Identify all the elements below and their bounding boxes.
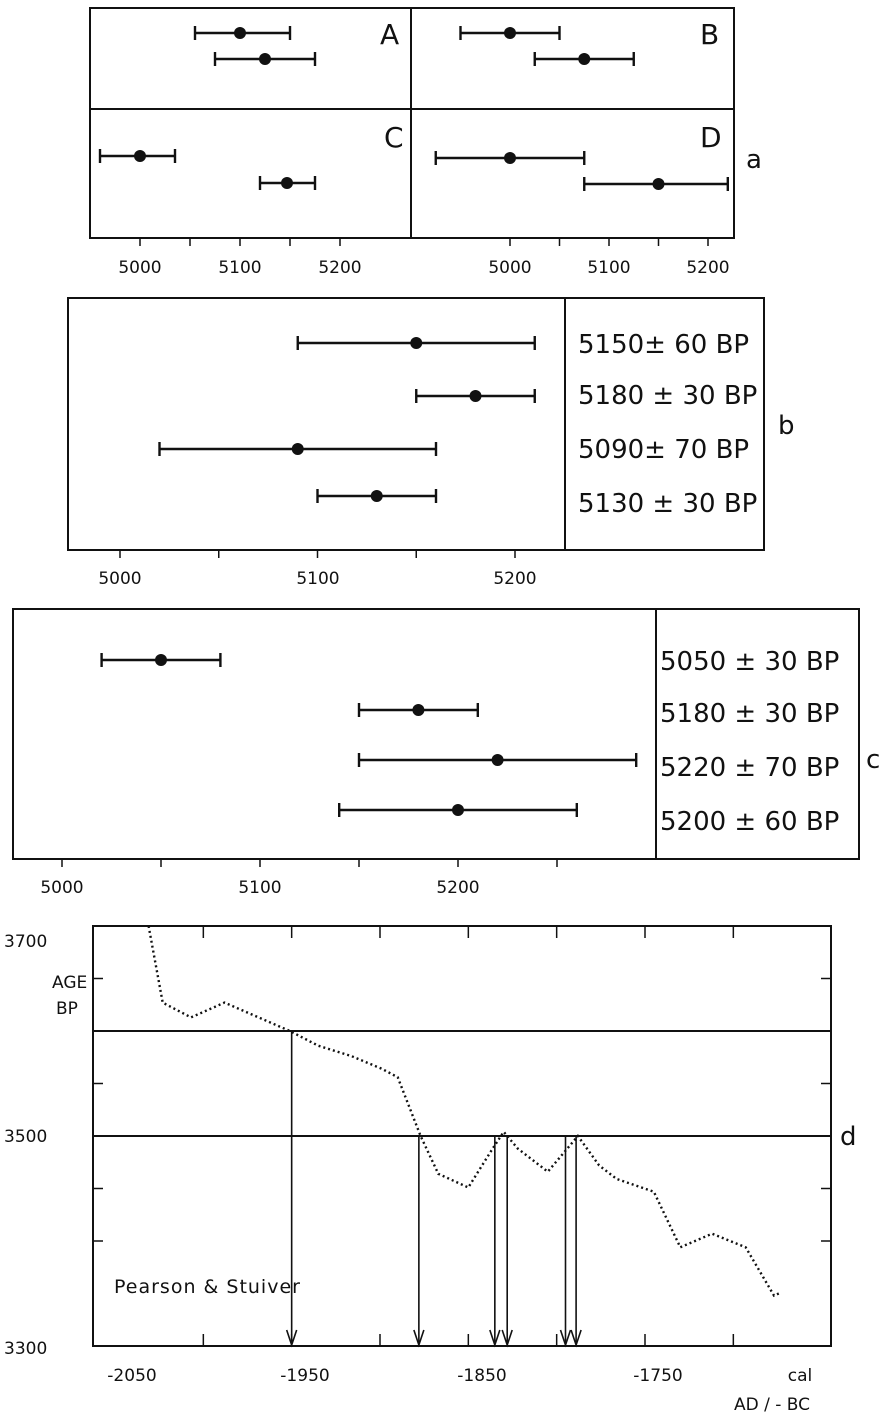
panel-d-arrow-2-head [413, 1329, 425, 1348]
subpanel-label-B: B [700, 18, 719, 51]
panel-c-date-label-4: 5200 ± 60 BP [660, 807, 839, 837]
panel-b-marks [158, 336, 536, 503]
panel-letter-c: c [866, 745, 880, 775]
panel-d-xtick-label--1950: -1950 [280, 1366, 329, 1386]
panel-d-curve-line [147, 925, 782, 1298]
panel-b-tick-label-5000: 5000 [98, 569, 141, 589]
subpanel-label-C: C [384, 121, 404, 154]
panel-b-errorbar-2-point [469, 390, 482, 402]
panel-a-right-tick-label-5000: 5000 [488, 258, 531, 278]
panel-c: 5050 ± 30 BP 5180 ± 30 BP 5220 ± 70 BP 5… [12, 608, 880, 898]
panel-b-errorbar-3-point [291, 443, 304, 455]
subpanel-label-D: D [700, 121, 722, 154]
panel-b-tick-label-5100: 5100 [296, 569, 339, 589]
panel-b-date-label-1: 5150± 60 BP [578, 330, 749, 360]
panel-d-ylabel-line-1: AGE [52, 973, 87, 993]
panel-b-date-label-4: 5130 ± 30 BP [578, 489, 757, 519]
panel-a-C-errorbar-1-point [134, 150, 146, 162]
panel-d-xtick-label--1750: -1750 [633, 1366, 682, 1386]
panel-c-tick-label-5200: 5200 [436, 878, 479, 898]
panel-c-tick-label-5000: 5000 [40, 878, 83, 898]
panel-c-errorbar-1-point [155, 654, 167, 666]
panel-d-xlabel-line-1: cal [788, 1366, 813, 1386]
panel-d: 3700 3500 3300 AGE BP d Pearson & Stuive… [4, 925, 857, 1415]
panel-c-frame [12, 608, 860, 860]
panel-c-errorbar-4-point [452, 804, 464, 816]
panel-a-A-errorbar-2-point [259, 53, 271, 65]
panel-c-date-label-2: 5180 ± 30 BP [660, 699, 839, 729]
panel-b-date-label-2: 5180 ± 30 BP [578, 381, 757, 411]
panel-letter-a: a [746, 145, 762, 175]
panel-d-arrow-5-head [559, 1329, 572, 1348]
panel-d-ytick-label-3500: 3500 [4, 1127, 47, 1147]
panel-c-ticks [61, 859, 558, 867]
panel-c-date-label-3: 5220 ± 70 BP [660, 753, 839, 783]
panel-c-marks [100, 653, 638, 817]
panel-c-errorbar-3-point [491, 754, 504, 766]
panel-b: 5150± 60 BP 5180 ± 30 BP 5090± 70 BP 513… [67, 297, 795, 589]
panel-b-date-label-3: 5090± 70 BP [578, 435, 749, 465]
panel-d-arrows [285, 1031, 582, 1348]
panel-c-date-label-1: 5050 ± 30 BP [660, 647, 839, 677]
panel-a-right-tick-label-5200: 5200 [686, 258, 729, 278]
panel-d-ylabel-line-2: BP [56, 999, 78, 1019]
panel-a-B-errorbar-2-point [578, 53, 591, 65]
panel-letter-d: d [840, 1122, 857, 1152]
panel-b-errorbar-4-point [370, 490, 383, 502]
panel-a-left-tick-label-5100: 5100 [218, 258, 261, 278]
panel-b-ticks [119, 550, 516, 558]
panel-c-errorbar-2-point [412, 704, 425, 716]
panel-d-arrow-1-head [285, 1329, 298, 1348]
panel-a-ticks [139, 238, 709, 246]
panel-d-calibration-curve [147, 925, 782, 1298]
panel-letter-b: b [778, 411, 795, 441]
panel-d-ytick-label-3700: 3700 [4, 932, 47, 952]
panel-a-D-errorbar-1-point [504, 152, 516, 164]
panel-a-C-errorbar-2-point [281, 177, 293, 189]
panel-b-errorbar-1-point [410, 337, 423, 349]
panel-d-arrow-3-head [489, 1329, 501, 1348]
panel-a-B-errorbar-1-point [504, 27, 516, 39]
panel-d-horizontal-lines [93, 1030, 831, 1137]
panel-c-tick-label-5100: 5100 [238, 878, 281, 898]
panel-d-arrow-6-head [570, 1329, 582, 1348]
panel-d-xlabel-line-2: AD / - BC [734, 1395, 810, 1415]
panel-a-left-tick-label-5000: 5000 [118, 258, 161, 278]
panel-a-A-errorbar-1-point [234, 27, 246, 39]
panel-b-tick-label-5200: 5200 [493, 569, 536, 589]
panel-a-left-tick-label-5200: 5200 [318, 258, 361, 278]
panel-a-marks [98, 26, 729, 191]
panel-a-D-errorbar-2-point [652, 178, 665, 190]
panel-d-ytick-label-3300: 3300 [4, 1339, 47, 1359]
panel-d-arrow-4-head [501, 1329, 513, 1348]
panel-a-right-tick-label-5100: 5100 [587, 258, 630, 278]
panel-d-ylabel: AGE BP [52, 973, 93, 1019]
panel-d-xtick-label--1850: -1850 [457, 1366, 506, 1386]
panel-d-xtick-label--2050: -2050 [107, 1366, 156, 1386]
subpanel-label-A: A [380, 18, 399, 51]
panel-d-annotation: Pearson & Stuiver [114, 1276, 301, 1298]
panel-a: A B C D a 5000 5100 5200 5000 5100 5200 [89, 7, 762, 278]
